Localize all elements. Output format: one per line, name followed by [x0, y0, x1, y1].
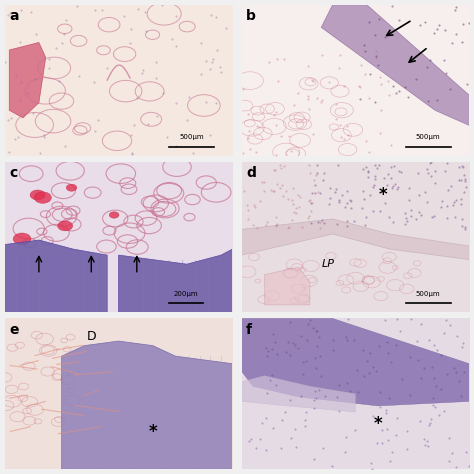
Text: b: b — [246, 9, 256, 23]
Polygon shape — [321, 5, 469, 126]
Text: D: D — [86, 330, 96, 343]
Polygon shape — [264, 267, 310, 305]
Text: a: a — [9, 9, 19, 23]
Circle shape — [58, 221, 73, 231]
Circle shape — [66, 184, 77, 191]
Text: *: * — [148, 422, 157, 440]
Polygon shape — [242, 376, 356, 412]
Text: e: e — [9, 323, 19, 337]
Text: 200μm: 200μm — [173, 292, 198, 297]
Text: d: d — [246, 166, 256, 180]
Text: 500μm: 500μm — [179, 135, 204, 140]
Circle shape — [109, 212, 119, 218]
Polygon shape — [242, 219, 469, 260]
Circle shape — [13, 233, 31, 245]
Text: 500μm: 500μm — [416, 292, 441, 297]
Text: f: f — [246, 323, 252, 337]
Polygon shape — [9, 43, 46, 118]
Polygon shape — [62, 341, 232, 469]
Polygon shape — [242, 319, 469, 406]
Circle shape — [30, 190, 45, 200]
Text: *: * — [378, 186, 387, 204]
Circle shape — [34, 192, 52, 203]
Polygon shape — [5, 240, 107, 312]
Text: c: c — [9, 166, 18, 180]
Text: LP: LP — [321, 259, 335, 269]
Text: 500μm: 500μm — [416, 135, 441, 140]
Text: *: * — [374, 415, 383, 433]
Polygon shape — [118, 249, 232, 312]
Polygon shape — [242, 319, 321, 356]
